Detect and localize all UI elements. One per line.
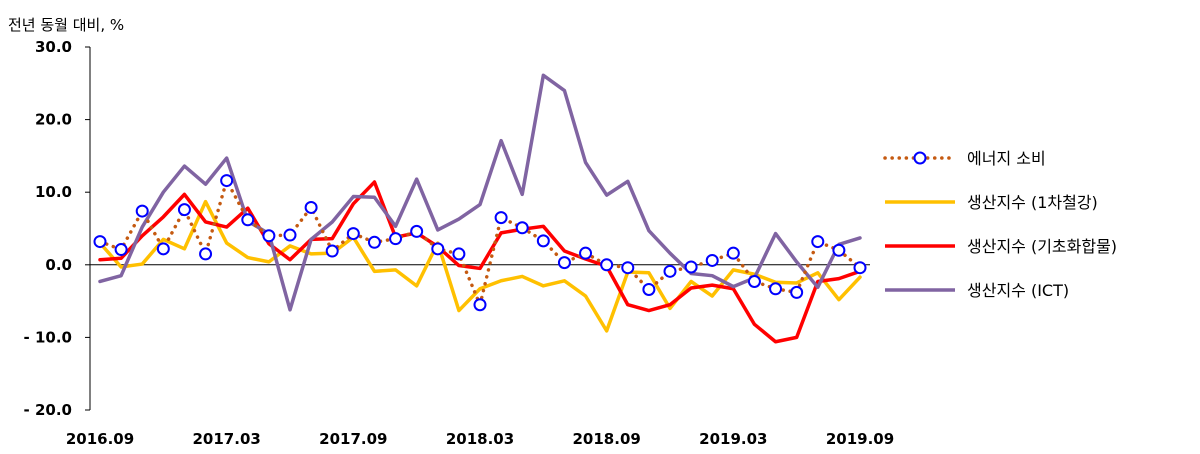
data-point-energy	[832, 243, 846, 257]
data-point-energy	[705, 253, 719, 267]
series-line-chemicals	[98, 180, 862, 344]
legend-swatch-marker	[913, 151, 927, 165]
data-point-energy	[410, 224, 424, 238]
data-point-energy	[241, 213, 255, 227]
data-point-energy	[684, 260, 698, 274]
data-point-energy	[769, 282, 783, 296]
unit-label: 전년 동월 대비, %	[8, 16, 124, 34]
x-tick-label: 2017.09	[319, 430, 387, 448]
data-point-energy	[431, 242, 445, 256]
data-point-energy	[494, 211, 508, 225]
series-line-ict	[98, 73, 862, 312]
data-point-energy	[93, 235, 107, 249]
x-tick-label: 2018.03	[446, 430, 514, 448]
data-point-energy	[262, 229, 276, 243]
data-point-energy	[325, 244, 339, 258]
data-point-energy	[811, 235, 825, 249]
data-point-energy	[220, 174, 234, 188]
x-tick-label: 2018.09	[573, 430, 641, 448]
data-point-energy	[579, 246, 593, 260]
data-point-energy	[177, 203, 191, 217]
data-point-energy	[473, 298, 487, 312]
data-point-energy	[114, 243, 128, 257]
data-point-energy	[156, 242, 170, 256]
x-tick-label: 2019.03	[699, 430, 767, 448]
plot-area	[89, 47, 870, 410]
data-point-energy	[199, 247, 213, 261]
data-point-energy	[536, 234, 550, 248]
x-axis: 2016.09 2017.03 2017.09 2018.03 2018.09 2019.…	[66, 430, 894, 448]
data-point-energy	[642, 282, 656, 296]
data-point-energy	[346, 227, 360, 241]
data-point-energy	[515, 221, 529, 235]
series-line-steel	[98, 199, 862, 333]
legend-label: 생산지수 (ICT)	[967, 281, 1069, 300]
data-point-energy	[621, 261, 635, 275]
x-tick-label: 2016.09	[66, 430, 134, 448]
y-axis: 30.0 20.0 10.0 0.0 - 10.0 - 20.0	[24, 38, 90, 419]
data-point-energy	[600, 258, 614, 272]
y-tick-label: 0.0	[45, 256, 72, 274]
x-tick-label: 2019.09	[826, 430, 894, 448]
legend-label: 생산지수 (1차철강)	[967, 193, 1098, 212]
y-tick-label: - 10.0	[24, 328, 72, 346]
data-point-energy	[747, 274, 761, 288]
data-point-energy	[452, 247, 466, 261]
data-point-energy	[557, 256, 571, 270]
y-tick-label: 10.0	[35, 183, 72, 201]
data-point-energy	[726, 246, 740, 260]
legend-label: 에너지 소비	[967, 149, 1046, 168]
y-tick-label: - 20.0	[24, 401, 72, 419]
data-point-energy	[853, 261, 867, 275]
data-point-energy	[389, 232, 403, 246]
data-point-energy	[304, 200, 318, 214]
data-point-energy	[790, 285, 804, 299]
x-tick-label: 2017.03	[193, 430, 261, 448]
data-point-energy	[367, 235, 381, 249]
legend-label: 생산지수 (기초화합물)	[967, 237, 1117, 256]
data-point-energy	[283, 228, 297, 242]
y-tick-label: 30.0	[35, 38, 72, 56]
series-layer	[93, 73, 867, 344]
y-tick-label: 20.0	[35, 111, 72, 129]
data-point-energy	[663, 264, 677, 278]
data-point-energy	[135, 204, 149, 218]
